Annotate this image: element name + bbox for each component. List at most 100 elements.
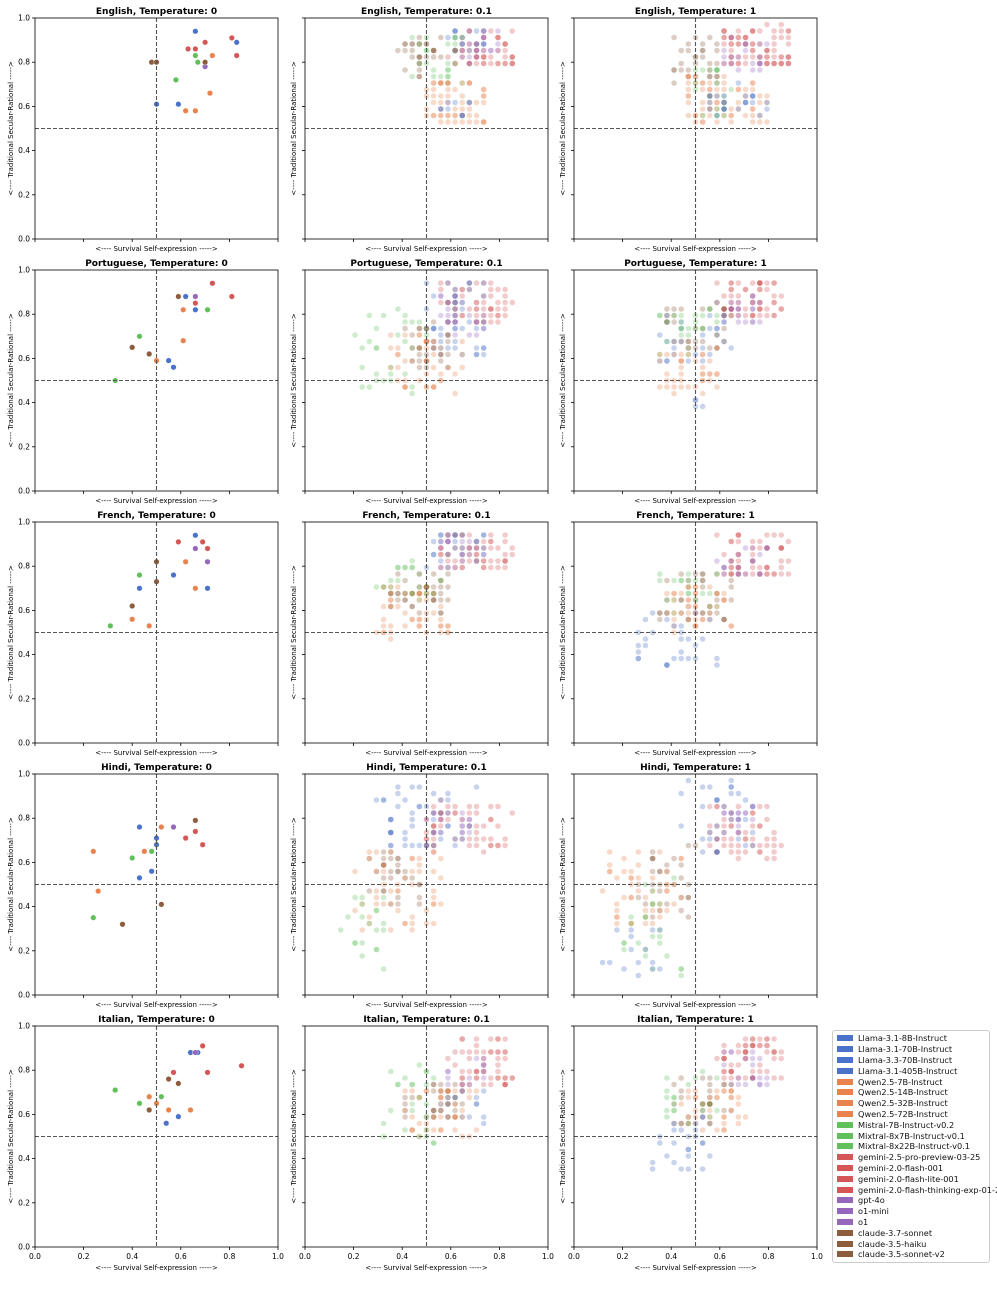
point-gemini bbox=[466, 810, 473, 816]
point-mistral bbox=[437, 577, 444, 584]
point-qwen bbox=[699, 1114, 706, 1120]
point-qwen bbox=[423, 1088, 430, 1094]
point-qwen bbox=[180, 306, 187, 313]
subplot-title: Hindi, Temperature: 0 bbox=[101, 763, 212, 773]
point-llama bbox=[706, 784, 713, 790]
point-llama bbox=[699, 1140, 706, 1146]
point-claude bbox=[380, 862, 387, 868]
y-tick-label: 0.2 bbox=[18, 442, 30, 451]
point-gemini bbox=[757, 280, 763, 286]
point-gpt bbox=[466, 551, 473, 558]
point-claude bbox=[721, 616, 727, 623]
point-gpt bbox=[495, 41, 501, 47]
point-gpt bbox=[749, 60, 756, 67]
point-gemini bbox=[488, 538, 494, 545]
point-gpt bbox=[170, 824, 177, 831]
legend-swatch bbox=[837, 1175, 853, 1182]
point-gpt bbox=[728, 1049, 735, 1055]
point-llama bbox=[452, 836, 458, 842]
point-mistral bbox=[721, 106, 727, 112]
subplot-title: English, Temperature: 0 bbox=[96, 7, 217, 17]
point-llama bbox=[445, 319, 451, 325]
point-qwen bbox=[445, 1114, 451, 1120]
point-claude bbox=[685, 41, 692, 47]
point-gemini bbox=[742, 54, 749, 60]
point-llama bbox=[749, 842, 756, 849]
point-gemini bbox=[764, 286, 770, 293]
point-claude bbox=[430, 47, 437, 54]
point-mistral bbox=[352, 894, 358, 901]
point-claude bbox=[437, 1107, 444, 1114]
point-gpt bbox=[488, 47, 494, 54]
plot-frame bbox=[34, 773, 279, 996]
point-gpt bbox=[735, 1075, 742, 1081]
point-qwen bbox=[699, 119, 706, 125]
point-qwen bbox=[423, 338, 430, 345]
point-qwen bbox=[656, 849, 663, 855]
point-gemini bbox=[749, 312, 756, 319]
point-claude bbox=[380, 855, 387, 862]
point-gemini bbox=[473, 1036, 480, 1042]
point-mistral bbox=[409, 590, 416, 597]
point-claude bbox=[671, 312, 677, 319]
point-gemini bbox=[728, 286, 735, 293]
point-gpt bbox=[192, 293, 199, 300]
point-gemini bbox=[452, 47, 458, 54]
point-mistral bbox=[714, 112, 720, 119]
point-qwen bbox=[430, 1114, 437, 1120]
point-claude bbox=[387, 868, 394, 875]
point-gemini bbox=[495, 312, 501, 319]
point-qwen bbox=[473, 112, 480, 119]
point-gpt bbox=[721, 571, 727, 577]
point-qwen bbox=[614, 914, 620, 920]
point-gpt bbox=[192, 1049, 199, 1056]
point-qwen bbox=[387, 636, 394, 642]
point-gemini bbox=[473, 1068, 480, 1075]
point-qwen bbox=[728, 112, 735, 119]
point-claude bbox=[437, 577, 444, 584]
legend-item: Llama-3.1-70B-Instruct bbox=[837, 1044, 985, 1055]
point-claude bbox=[119, 921, 126, 928]
point-qwen bbox=[416, 332, 423, 338]
point-gemini bbox=[459, 564, 466, 571]
point-gemini bbox=[502, 1055, 508, 1062]
point-llama bbox=[699, 1114, 706, 1120]
point-gemini bbox=[728, 312, 735, 319]
point-claude bbox=[402, 597, 408, 603]
point-llama bbox=[136, 585, 143, 592]
x-axis-label: <---- Survival Self-expression -----> bbox=[95, 1264, 218, 1272]
point-qwen bbox=[437, 623, 444, 629]
point-llama bbox=[416, 803, 423, 810]
point-qwen bbox=[373, 849, 380, 855]
point-claude bbox=[437, 584, 444, 590]
point-claude bbox=[416, 345, 423, 351]
point-gpt bbox=[721, 47, 727, 54]
legend-label: Llama-3.1-8B-Instruct bbox=[858, 1033, 947, 1044]
x-tick-label: 0.6 bbox=[714, 1252, 726, 1261]
point-gemini bbox=[473, 306, 480, 312]
legend-label: Mistral-7B-Instruct-v0.2 bbox=[858, 1119, 955, 1130]
point-llama bbox=[714, 662, 720, 668]
point-mistral bbox=[692, 86, 699, 93]
point-gemini bbox=[728, 306, 735, 312]
point-gemini bbox=[502, 1036, 508, 1042]
point-claude bbox=[728, 312, 735, 319]
point-gpt bbox=[430, 829, 437, 836]
point-qwen bbox=[664, 888, 670, 894]
point-gpt bbox=[735, 810, 742, 816]
point-mistral bbox=[642, 914, 649, 920]
point-claude bbox=[416, 54, 423, 60]
point-gemini bbox=[488, 306, 494, 312]
legend-swatch bbox=[837, 1208, 853, 1215]
point-mistral bbox=[699, 1068, 706, 1075]
point-llama bbox=[466, 280, 473, 286]
point-gemini bbox=[757, 545, 763, 551]
y-tick-label: 1.0 bbox=[18, 266, 30, 275]
point-qwen bbox=[714, 99, 720, 106]
point-qwen bbox=[437, 1101, 444, 1107]
point-qwen bbox=[445, 1088, 451, 1094]
point-gemini bbox=[721, 1055, 727, 1062]
point-gemini bbox=[502, 47, 508, 54]
scatter-points bbox=[107, 532, 211, 629]
point-gemini bbox=[785, 558, 792, 564]
